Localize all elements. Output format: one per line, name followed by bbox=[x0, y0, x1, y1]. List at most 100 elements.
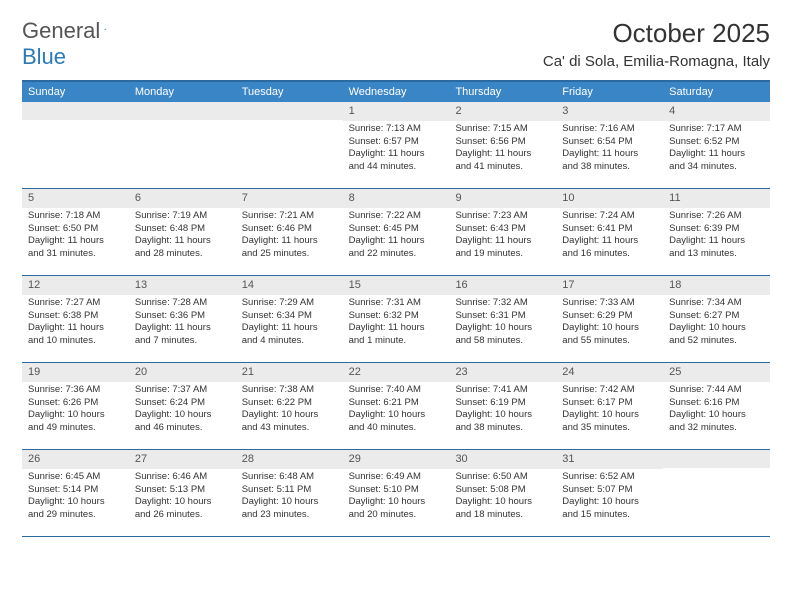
day-body: Sunrise: 6:52 AMSunset: 5:07 PMDaylight:… bbox=[556, 469, 663, 526]
day-cell: 9Sunrise: 7:23 AMSunset: 6:43 PMDaylight… bbox=[449, 189, 556, 275]
day-cell: 26Sunrise: 6:45 AMSunset: 5:14 PMDayligh… bbox=[22, 450, 129, 536]
day-number: 6 bbox=[129, 189, 236, 208]
day-body: Sunrise: 7:31 AMSunset: 6:32 PMDaylight:… bbox=[343, 295, 450, 352]
daylight-text: and 16 minutes. bbox=[562, 248, 657, 261]
sunrise-text: Sunrise: 7:32 AM bbox=[455, 297, 550, 310]
daylight-text: Daylight: 10 hours bbox=[349, 409, 444, 422]
daylight-text: Daylight: 11 hours bbox=[455, 235, 550, 248]
day-body: Sunrise: 7:44 AMSunset: 6:16 PMDaylight:… bbox=[663, 382, 770, 439]
sunset-text: Sunset: 6:34 PM bbox=[242, 310, 337, 323]
sunrise-text: Sunrise: 7:21 AM bbox=[242, 210, 337, 223]
day-cell: 12Sunrise: 7:27 AMSunset: 6:38 PMDayligh… bbox=[22, 276, 129, 362]
day-body: Sunrise: 6:46 AMSunset: 5:13 PMDaylight:… bbox=[129, 469, 236, 526]
day-number: 5 bbox=[22, 189, 129, 208]
daylight-text: Daylight: 11 hours bbox=[28, 235, 123, 248]
month-title: October 2025 bbox=[543, 18, 770, 49]
sunset-text: Sunset: 6:21 PM bbox=[349, 397, 444, 410]
day-number: 7 bbox=[236, 189, 343, 208]
sunset-text: Sunset: 6:31 PM bbox=[455, 310, 550, 323]
logo-text-gray: General bbox=[22, 18, 100, 44]
daylight-text: and 34 minutes. bbox=[669, 161, 764, 174]
location-text: Ca' di Sola, Emilia-Romagna, Italy bbox=[543, 53, 770, 70]
daylight-text: Daylight: 11 hours bbox=[562, 148, 657, 161]
day-cell: 17Sunrise: 7:33 AMSunset: 6:29 PMDayligh… bbox=[556, 276, 663, 362]
sunset-text: Sunset: 6:19 PM bbox=[455, 397, 550, 410]
day-body: Sunrise: 7:28 AMSunset: 6:36 PMDaylight:… bbox=[129, 295, 236, 352]
daylight-text: Daylight: 10 hours bbox=[349, 496, 444, 509]
week-row: 1Sunrise: 7:13 AMSunset: 6:57 PMDaylight… bbox=[22, 102, 770, 189]
day-cell: 8Sunrise: 7:22 AMSunset: 6:45 PMDaylight… bbox=[343, 189, 450, 275]
sunrise-text: Sunrise: 7:24 AM bbox=[562, 210, 657, 223]
sunrise-text: Sunrise: 7:33 AM bbox=[562, 297, 657, 310]
header: General October 2025 Ca' di Sola, Emilia… bbox=[22, 18, 770, 74]
daylight-text: and 38 minutes. bbox=[562, 161, 657, 174]
day-body: Sunrise: 7:37 AMSunset: 6:24 PMDaylight:… bbox=[129, 382, 236, 439]
weekday-header: Wednesday bbox=[343, 86, 450, 98]
sunrise-text: Sunrise: 7:22 AM bbox=[349, 210, 444, 223]
day-body: Sunrise: 7:29 AMSunset: 6:34 PMDaylight:… bbox=[236, 295, 343, 352]
sunset-text: Sunset: 6:43 PM bbox=[455, 223, 550, 236]
daylight-text: Daylight: 10 hours bbox=[562, 322, 657, 335]
daylight-text: and 31 minutes. bbox=[28, 248, 123, 261]
day-body: Sunrise: 6:50 AMSunset: 5:08 PMDaylight:… bbox=[449, 469, 556, 526]
daylight-text: Daylight: 11 hours bbox=[669, 148, 764, 161]
day-cell: 5Sunrise: 7:18 AMSunset: 6:50 PMDaylight… bbox=[22, 189, 129, 275]
sunset-text: Sunset: 6:41 PM bbox=[562, 223, 657, 236]
day-cell: 11Sunrise: 7:26 AMSunset: 6:39 PMDayligh… bbox=[663, 189, 770, 275]
day-body: Sunrise: 7:40 AMSunset: 6:21 PMDaylight:… bbox=[343, 382, 450, 439]
day-cell: 23Sunrise: 7:41 AMSunset: 6:19 PMDayligh… bbox=[449, 363, 556, 449]
daylight-text: and 25 minutes. bbox=[242, 248, 337, 261]
sunset-text: Sunset: 6:56 PM bbox=[455, 136, 550, 149]
sunset-text: Sunset: 6:52 PM bbox=[669, 136, 764, 149]
daylight-text: Daylight: 11 hours bbox=[28, 322, 123, 335]
day-cell: 27Sunrise: 6:46 AMSunset: 5:13 PMDayligh… bbox=[129, 450, 236, 536]
sunrise-text: Sunrise: 6:50 AM bbox=[455, 471, 550, 484]
daylight-text: and 35 minutes. bbox=[562, 422, 657, 435]
daylight-text: Daylight: 11 hours bbox=[562, 235, 657, 248]
day-body: Sunrise: 7:23 AMSunset: 6:43 PMDaylight:… bbox=[449, 208, 556, 265]
daylight-text: and 18 minutes. bbox=[455, 509, 550, 522]
daylight-text: and 49 minutes. bbox=[28, 422, 123, 435]
day-cell: 28Sunrise: 6:48 AMSunset: 5:11 PMDayligh… bbox=[236, 450, 343, 536]
day-number: 1 bbox=[343, 102, 450, 121]
day-number: 20 bbox=[129, 363, 236, 382]
day-cell: 18Sunrise: 7:34 AMSunset: 6:27 PMDayligh… bbox=[663, 276, 770, 362]
day-number: 29 bbox=[343, 450, 450, 469]
sunset-text: Sunset: 6:17 PM bbox=[562, 397, 657, 410]
sunrise-text: Sunrise: 6:45 AM bbox=[28, 471, 123, 484]
daylight-text: Daylight: 11 hours bbox=[135, 235, 230, 248]
sunrise-text: Sunrise: 6:48 AM bbox=[242, 471, 337, 484]
weekday-header: Saturday bbox=[663, 86, 770, 98]
sunset-text: Sunset: 6:22 PM bbox=[242, 397, 337, 410]
sunset-text: Sunset: 6:54 PM bbox=[562, 136, 657, 149]
weekday-header: Thursday bbox=[449, 86, 556, 98]
week-row: 26Sunrise: 6:45 AMSunset: 5:14 PMDayligh… bbox=[22, 450, 770, 537]
sunset-text: Sunset: 5:14 PM bbox=[28, 484, 123, 497]
day-number bbox=[663, 450, 770, 468]
daylight-text: and 29 minutes. bbox=[28, 509, 123, 522]
daylight-text: and 40 minutes. bbox=[349, 422, 444, 435]
daylight-text: Daylight: 11 hours bbox=[669, 235, 764, 248]
day-cell: 13Sunrise: 7:28 AMSunset: 6:36 PMDayligh… bbox=[129, 276, 236, 362]
day-number: 21 bbox=[236, 363, 343, 382]
day-body: Sunrise: 7:33 AMSunset: 6:29 PMDaylight:… bbox=[556, 295, 663, 352]
sunrise-text: Sunrise: 7:36 AM bbox=[28, 384, 123, 397]
logo: General bbox=[22, 18, 124, 44]
day-cell: 14Sunrise: 7:29 AMSunset: 6:34 PMDayligh… bbox=[236, 276, 343, 362]
day-number: 19 bbox=[22, 363, 129, 382]
sunset-text: Sunset: 6:46 PM bbox=[242, 223, 337, 236]
day-body: Sunrise: 7:36 AMSunset: 6:26 PMDaylight:… bbox=[22, 382, 129, 439]
day-number bbox=[129, 102, 236, 120]
day-cell: 4Sunrise: 7:17 AMSunset: 6:52 PMDaylight… bbox=[663, 102, 770, 188]
day-number: 10 bbox=[556, 189, 663, 208]
day-body: Sunrise: 7:17 AMSunset: 6:52 PMDaylight:… bbox=[663, 121, 770, 178]
day-number: 25 bbox=[663, 363, 770, 382]
day-cell: 31Sunrise: 6:52 AMSunset: 5:07 PMDayligh… bbox=[556, 450, 663, 536]
daylight-text: and 23 minutes. bbox=[242, 509, 337, 522]
sunrise-text: Sunrise: 7:29 AM bbox=[242, 297, 337, 310]
day-body: Sunrise: 7:24 AMSunset: 6:41 PMDaylight:… bbox=[556, 208, 663, 265]
day-number: 2 bbox=[449, 102, 556, 121]
week-row: 12Sunrise: 7:27 AMSunset: 6:38 PMDayligh… bbox=[22, 276, 770, 363]
sunset-text: Sunset: 6:16 PM bbox=[669, 397, 764, 410]
daylight-text: and 44 minutes. bbox=[349, 161, 444, 174]
